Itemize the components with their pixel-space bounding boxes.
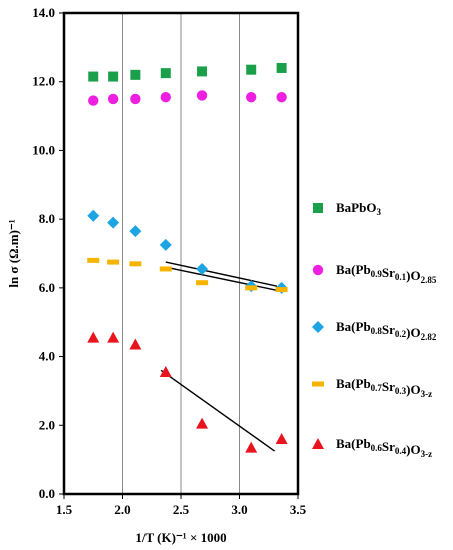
data-point-series-0	[276, 62, 287, 73]
data-point-series-1	[130, 93, 141, 105]
data-point-series-1	[160, 91, 171, 103]
y-tick-label: 14.0	[32, 5, 55, 20]
data-point-series-4	[275, 433, 288, 445]
data-point-series-1	[196, 90, 208, 101]
legend-marker	[312, 381, 324, 387]
data-point-series-4	[107, 331, 120, 343]
legend-label: Ba(Pb0.9Sr0.1)O2.85	[336, 262, 437, 285]
legend-label: Ba(Pb0.6Sr0.4)O3-z	[336, 436, 432, 459]
y-axis-ticks: 0.0 2.0 4.0 6.0 8.0 10.0 12.0 14.0	[32, 5, 64, 501]
legend-item: Ba(Pb0.7Sr0.3)O3-z	[312, 376, 432, 399]
data-point-series-0	[160, 68, 171, 79]
data-point-series-0	[197, 66, 208, 77]
legend-label: Ba(Pb0.8Sr0.2)O2.82	[336, 319, 437, 342]
legend: BaPbO3 Ba(Pb0.9Sr0.1)O2.85 Ba(Pb0.8Sr0.2)O…	[312, 200, 437, 459]
trend-lines	[160, 261, 282, 452]
legend-label: BaPbO3	[336, 200, 381, 217]
y-tick-label: 10.0	[32, 142, 55, 157]
data-point-series-3	[159, 266, 172, 272]
x-tick-label: 2.5	[173, 502, 190, 517]
data-point-series-0	[108, 71, 119, 82]
y-axis-title: ln σ (Ω.m)⁻¹	[6, 219, 21, 287]
trend-line-1	[165, 266, 282, 292]
data-point-series-1	[107, 93, 119, 105]
data-point-series-4	[196, 417, 209, 429]
data-point-series-2	[196, 262, 209, 275]
x-tick-label: 3.5	[290, 502, 307, 517]
data-point-series-2	[87, 209, 100, 222]
data-point-series-1	[276, 91, 287, 103]
gridlines	[63, 13, 299, 494]
y-tick-label: 12.0	[32, 74, 55, 89]
legend-marker	[312, 264, 324, 276]
data-point-series-0	[246, 64, 257, 75]
trend-line-0	[165, 261, 278, 287]
data-point-series-1	[88, 95, 99, 106]
x-axis-ticks: 1.5 2.0 2.5 3.0 3.5	[56, 494, 307, 517]
y-tick-label: 6.0	[39, 280, 55, 295]
data-points	[87, 62, 288, 453]
data-point-series-3	[196, 280, 209, 286]
y-tick-label: 4.0	[39, 349, 55, 364]
data-point-series-1	[246, 91, 257, 103]
legend-item: Ba(Pb0.9Sr0.1)O2.85	[312, 262, 437, 285]
legend-marker	[312, 321, 324, 333]
data-point-series-4	[129, 338, 142, 350]
data-point-series-3	[275, 287, 288, 293]
data-point-series-2	[159, 238, 172, 251]
data-point-series-3	[107, 259, 120, 265]
x-tick-label: 1.5	[56, 502, 73, 517]
data-point-series-4	[245, 441, 258, 453]
data-point-series-3	[129, 261, 142, 267]
x-tick-label: 2.0	[114, 502, 130, 517]
data-point-series-2	[129, 225, 142, 238]
y-tick-label: 8.0	[39, 211, 55, 226]
data-point-series-0	[130, 69, 141, 80]
legend-label: Ba(Pb0.7Sr0.3)O3-z	[336, 376, 432, 399]
x-axis-title: 1/T (K)⁻¹ × 1000	[135, 530, 226, 545]
data-point-series-3	[87, 257, 100, 263]
y-tick-label: 0.0	[39, 486, 55, 501]
legend-marker	[312, 438, 324, 449]
data-point-series-3	[245, 285, 258, 291]
legend-marker	[313, 203, 323, 213]
data-point-series-4	[87, 331, 100, 343]
legend-item: Ba(Pb0.6Sr0.4)O3-z	[312, 436, 432, 459]
trend-line-2	[160, 369, 276, 452]
legend-item: Ba(Pb0.8Sr0.2)O2.82	[312, 319, 437, 342]
data-point-series-4	[159, 366, 172, 378]
y-tick-label: 2.0	[39, 417, 55, 432]
data-point-series-2	[107, 216, 120, 229]
data-point-series-0	[88, 71, 99, 82]
legend-item: BaPbO3	[313, 200, 381, 217]
x-tick-label: 3.0	[231, 502, 247, 517]
